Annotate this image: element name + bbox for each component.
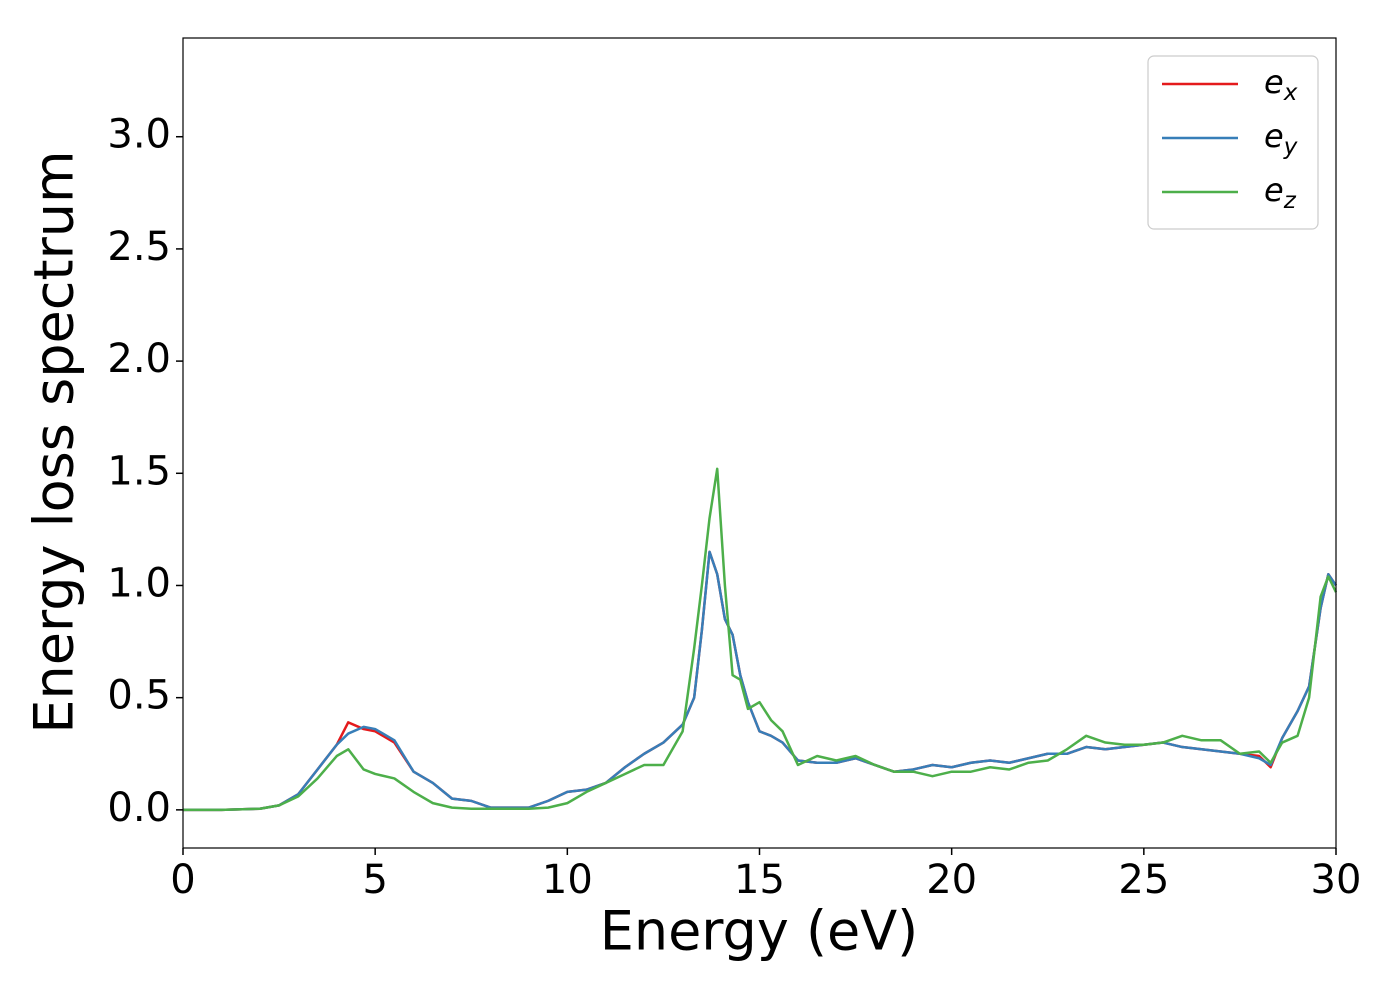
y-tick-label: 2.0 <box>107 336 171 382</box>
legend-box <box>1147 55 1319 230</box>
x-tick-label: 30 <box>1311 857 1362 903</box>
y-axis-label: Energy loss spectrum <box>23 150 86 733</box>
x-tick-label: 15 <box>734 857 785 903</box>
y-tick-label: 2.5 <box>107 224 171 270</box>
x-tick-label: 25 <box>1118 857 1169 903</box>
data-line <box>183 467 1338 812</box>
legend: ex ey ez <box>1147 55 1319 230</box>
x-tick-label: 0 <box>170 857 195 903</box>
y-tick-label: 1.5 <box>107 448 171 494</box>
data-line <box>183 550 1338 812</box>
legend-label: ez <box>1264 171 1297 214</box>
legend-label: ey <box>1264 117 1298 160</box>
y-tick-label: 3.0 <box>107 112 171 158</box>
legend-label: ex <box>1264 63 1298 106</box>
x-axis-label: Energy (eV) <box>600 900 919 963</box>
plot-frame <box>182 37 1337 849</box>
y-tick-label: 0.0 <box>107 785 171 831</box>
x-tick-label: 5 <box>362 857 387 903</box>
data-line <box>183 550 1338 812</box>
x-tick-label: 10 <box>542 857 593 903</box>
y-tick-label: 0.5 <box>107 673 171 719</box>
x-tick-label: 20 <box>926 857 977 903</box>
y-tick-label: 1.0 <box>107 560 171 606</box>
